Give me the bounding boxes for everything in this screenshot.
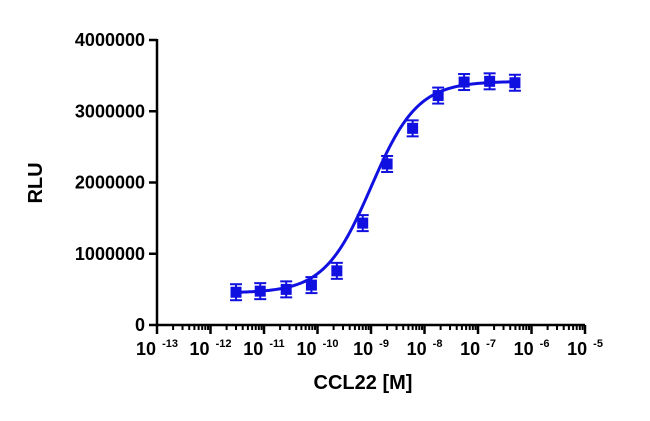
fit-curve-layer <box>235 80 515 294</box>
x-tick-label: 10 -8 <box>407 338 443 359</box>
y-tick-label: 3000000 <box>75 101 145 121</box>
data-point <box>331 265 343 277</box>
y-tick-label: 1000000 <box>75 244 145 264</box>
x-tick-label: 10 -6 <box>514 338 550 359</box>
x-tick-label: 10 -12 <box>190 338 232 359</box>
axes <box>155 39 585 327</box>
data-point <box>280 283 292 295</box>
fit-curve <box>235 80 515 294</box>
x-tick-label: 10 -10 <box>297 338 339 359</box>
data-point <box>305 279 317 291</box>
x-tick-label: 10 -13 <box>136 338 178 359</box>
data-point <box>407 122 419 134</box>
data-points <box>230 72 521 302</box>
ticks: 0 1000000 2000000 3000000 4000000 10 -13 10 -1… <box>75 30 603 359</box>
y-tick-label: 0 <box>135 315 145 335</box>
data-point <box>381 158 393 170</box>
x-axis-title: CCL22 [M] <box>314 372 413 394</box>
x-tick-label: 10 -9 <box>353 338 389 359</box>
x-tick-label: 10 -5 <box>567 338 603 359</box>
data-point <box>357 217 369 229</box>
y-tick-label: 4000000 <box>75 30 145 50</box>
data-point <box>432 90 444 102</box>
data-point <box>458 76 470 88</box>
data-point <box>230 286 242 298</box>
data-point <box>509 77 521 89</box>
data-point <box>484 75 496 87</box>
y-tick-label: 2000000 <box>75 173 145 193</box>
data-point <box>254 285 266 297</box>
x-tick-label: 10 -7 <box>460 338 496 359</box>
y-axis-title: RLU <box>25 162 47 203</box>
x-tick-label: 10 -11 <box>243 338 284 359</box>
